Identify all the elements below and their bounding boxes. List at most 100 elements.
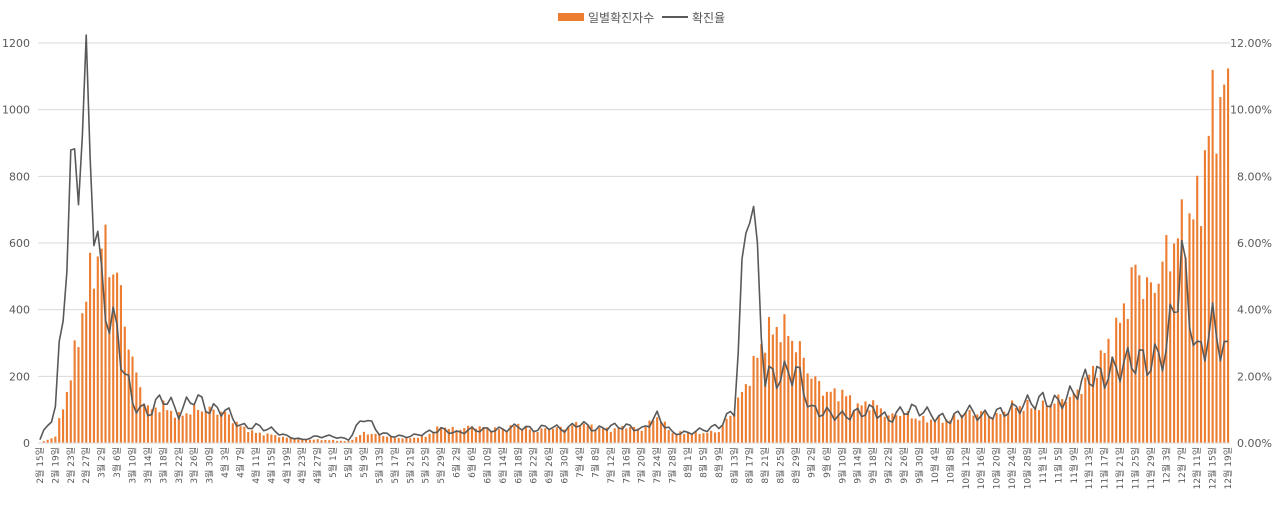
- bar: [146, 405, 150, 443]
- bar: [208, 406, 211, 443]
- x-axis-ticks: 2월 15일 2월 19일 2월 23일 2월 27일 3월 2일 3월 6일 3월 10일…: [34, 447, 1234, 489]
- x-tick-label: 5월 9일: [358, 447, 370, 478]
- bar: [752, 355, 755, 443]
- bar: [1173, 243, 1176, 443]
- bar: [424, 436, 427, 443]
- bar: [494, 427, 497, 443]
- bar: [254, 432, 258, 443]
- bar: [702, 433, 705, 443]
- bar: [929, 419, 933, 443]
- bar: [328, 440, 331, 443]
- bar: [212, 409, 215, 443]
- bar: [710, 430, 713, 443]
- bar: [332, 439, 335, 443]
- bar: [602, 428, 605, 443]
- bar: [42, 441, 45, 443]
- x-tick-label: 9월 18일: [867, 447, 879, 484]
- bar: [382, 436, 385, 443]
- bar: [837, 401, 840, 443]
- x-tick-label: 3월 30일: [204, 447, 216, 484]
- bar: [667, 430, 670, 443]
- bar: [393, 438, 396, 443]
- x-tick-label: 9월 30일: [914, 447, 926, 484]
- bar: [794, 352, 798, 443]
- bar: [505, 430, 508, 443]
- bar: [77, 347, 80, 443]
- x-tick-label: 3월 18일: [157, 447, 169, 484]
- bar: [509, 425, 512, 443]
- bar: [1149, 282, 1152, 443]
- bar: [906, 411, 909, 443]
- bar: [1146, 277, 1149, 443]
- bar: [58, 418, 61, 443]
- bar: [285, 437, 288, 443]
- bar: [85, 301, 88, 443]
- bar: [683, 434, 686, 443]
- bar: [181, 415, 184, 443]
- x-tick-label: 11월 21일: [1114, 447, 1126, 489]
- bar: [436, 426, 439, 443]
- bar: [231, 423, 234, 443]
- x-tick-label: 3월 14일: [142, 447, 154, 484]
- x-tick-label: 3월 22일: [173, 447, 185, 484]
- bar: [798, 341, 801, 443]
- bar: [486, 427, 489, 443]
- x-tick-label: 3월 6일: [111, 447, 123, 478]
- bar: [636, 428, 639, 443]
- bar: [193, 405, 196, 443]
- bar: [343, 441, 346, 443]
- bar: [216, 414, 219, 443]
- bar: [694, 431, 697, 443]
- bar: [366, 434, 369, 443]
- bar: [501, 428, 504, 443]
- x-tick-label: 2월 19일: [49, 447, 61, 484]
- x-tick-label: 4월 23일: [296, 447, 308, 484]
- bar: [204, 411, 207, 443]
- bar: [374, 433, 377, 443]
- x-tick-label: 7월 20일: [636, 447, 648, 484]
- bar: [1111, 356, 1114, 443]
- bar: [1034, 406, 1037, 443]
- bar: [301, 439, 304, 443]
- bar: [887, 415, 890, 443]
- bar: [443, 427, 447, 443]
- bar: [629, 427, 632, 443]
- bar: [467, 425, 470, 443]
- bar: [536, 432, 539, 443]
- bar: [339, 440, 342, 443]
- bar: [1064, 401, 1068, 443]
- bar: [251, 430, 254, 443]
- bar: [1030, 408, 1033, 443]
- x-tick-label: 9월 26일: [898, 447, 910, 484]
- x-tick-label: 6월 2일: [451, 447, 463, 478]
- bar: [833, 388, 836, 443]
- bar: [1142, 299, 1145, 443]
- bar: [964, 412, 967, 443]
- bar: [644, 426, 647, 443]
- bar: [1176, 238, 1179, 443]
- bar: [1103, 353, 1106, 443]
- bar: [1215, 153, 1218, 444]
- x-tick-label: 6월 18일: [512, 447, 524, 484]
- bar: [744, 384, 747, 443]
- bar: [389, 436, 393, 443]
- bar: [351, 439, 354, 443]
- x-tick-label: 11월 29일: [1145, 447, 1157, 489]
- bar: [663, 421, 666, 443]
- bar: [524, 426, 528, 443]
- bar: [895, 415, 898, 443]
- bar: [243, 426, 246, 443]
- bar: [370, 434, 373, 443]
- x-tick-label: 10월 4일: [929, 447, 941, 484]
- y-left-tick-label: 1200: [2, 37, 30, 50]
- bar: [733, 413, 736, 443]
- bar: [89, 252, 92, 443]
- bar: [544, 428, 547, 443]
- bar: [983, 412, 987, 443]
- bar: [1007, 412, 1010, 443]
- bar: [1072, 393, 1075, 443]
- bar: [609, 431, 612, 443]
- x-tick-label: 8월 13일: [728, 447, 740, 484]
- bar: [902, 413, 906, 443]
- bar: [860, 405, 863, 443]
